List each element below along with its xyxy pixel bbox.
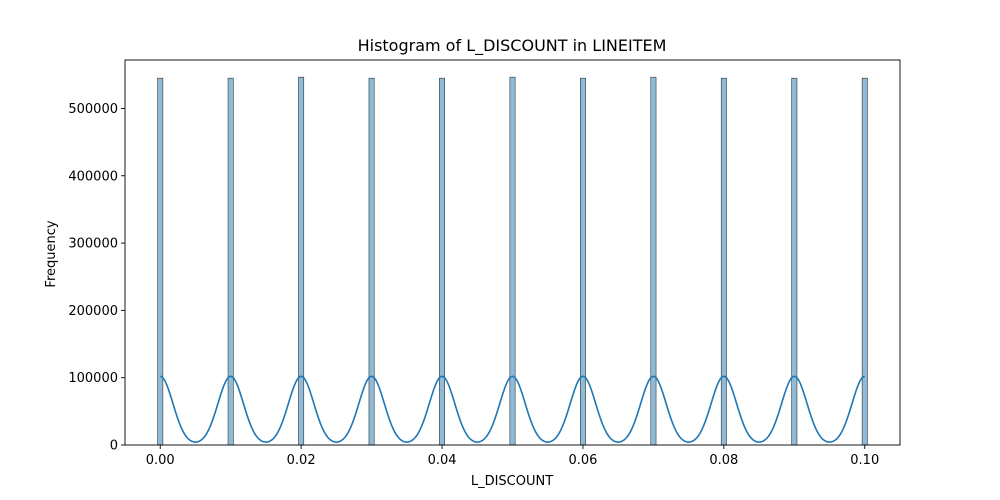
y-tick-label: 200000 bbox=[68, 304, 118, 319]
histogram-bar bbox=[650, 76, 657, 446]
y-axis-label: Frequency bbox=[44, 220, 59, 287]
x-tick-label: 0.04 bbox=[428, 453, 457, 468]
histogram-bar bbox=[720, 77, 727, 446]
kde-line bbox=[160, 375, 865, 443]
y-tick-label: 300000 bbox=[68, 237, 118, 252]
histogram-bar bbox=[157, 77, 164, 446]
y-tick-label: 0 bbox=[110, 439, 118, 454]
histogram-bar bbox=[509, 76, 516, 446]
x-tick-label: 0.10 bbox=[850, 453, 879, 468]
x-tick-label: 0.00 bbox=[146, 453, 175, 468]
histogram-bar bbox=[227, 77, 234, 446]
x-tick-label: 0.06 bbox=[568, 453, 597, 468]
histogram-bar bbox=[791, 77, 798, 446]
plot-area: 0.00 0.02 0.04 0.06 0.08 0.10 0 100000 200000 300… bbox=[68, 59, 901, 468]
histogram-bar bbox=[439, 77, 445, 446]
x-axis-label: L_DISCOUNT bbox=[471, 474, 553, 489]
y-tick-label: 500000 bbox=[68, 102, 118, 117]
chart-title: Histogram of L_DISCOUNT in LINEITEM bbox=[358, 36, 667, 56]
histogram-bar bbox=[368, 77, 375, 446]
histogram-bar bbox=[298, 76, 305, 446]
y-tick-label: 100000 bbox=[68, 371, 118, 386]
histogram-bar bbox=[580, 77, 586, 446]
axes-frame bbox=[124, 59, 901, 446]
x-tick-label: 0.02 bbox=[287, 453, 316, 468]
histogram-bar bbox=[861, 77, 868, 446]
x-tick-label: 0.08 bbox=[709, 453, 738, 468]
y-tick-label: 400000 bbox=[68, 169, 118, 184]
